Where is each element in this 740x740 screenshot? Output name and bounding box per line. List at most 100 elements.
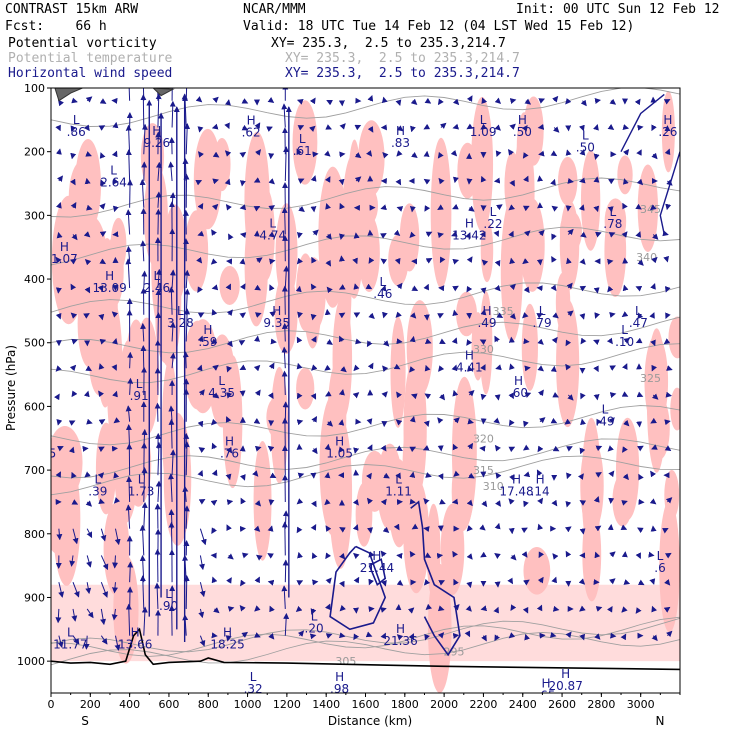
wind-arrow — [565, 500, 572, 508]
wind-arrow — [338, 178, 345, 186]
wind-arrow — [212, 392, 220, 399]
wind-arrow — [254, 445, 262, 452]
wind-arrow — [380, 444, 387, 452]
wind-arrow — [310, 608, 317, 615]
wind-arrow — [112, 121, 119, 129]
wind-arrow — [86, 418, 93, 425]
wind-arrow — [524, 98, 532, 105]
wind-arrow — [565, 149, 572, 156]
wind-arrow — [580, 99, 587, 107]
wind-arrow — [553, 126, 560, 133]
wind-arrow — [409, 471, 416, 478]
wind-arrow — [57, 445, 64, 452]
wind-arrow — [254, 122, 261, 129]
wind-arrow — [565, 97, 572, 105]
speed-extreme-marker: H — [247, 113, 256, 127]
wind-arrow — [453, 578, 459, 586]
speed-extreme-value: 9.35 — [263, 316, 290, 330]
wind-arrow — [493, 606, 499, 614]
wind-arrow — [169, 352, 176, 369]
wind-arrow — [240, 579, 246, 587]
wind-arrow — [86, 204, 93, 211]
wind-arrow — [100, 582, 108, 598]
wind-arrow — [564, 418, 572, 425]
wind-arrow — [538, 417, 546, 424]
wind-arrow — [226, 446, 233, 454]
speed-extreme-marker: L — [609, 205, 616, 219]
wind-arrow — [608, 470, 615, 478]
wind-arrow — [425, 231, 433, 238]
wind-arrow — [395, 99, 402, 107]
wind-arrow — [550, 417, 558, 424]
wind-arrow — [55, 287, 62, 294]
speed-extreme-marker: H — [396, 124, 405, 138]
wind-arrow — [71, 471, 77, 479]
wind-arrow — [226, 392, 233, 399]
wind-arrow — [198, 447, 206, 454]
pv-blob — [471, 96, 494, 232]
speed-extreme-marker: H — [203, 323, 212, 337]
speed-extreme-value: .25 — [37, 446, 56, 460]
wind-arrow — [552, 95, 559, 103]
speed-extreme-marker: L — [94, 473, 101, 487]
wind-arrow — [226, 340, 233, 348]
wind-arrow — [607, 285, 614, 293]
wind-arrow — [367, 94, 374, 102]
pv-blob — [556, 299, 580, 428]
wind-arrow — [352, 499, 359, 506]
x-tick-label: 400 — [119, 698, 140, 711]
wind-arrow — [537, 576, 544, 584]
wind-arrow — [566, 282, 573, 290]
speed-extreme-marker: H — [663, 113, 672, 127]
wind-arrow — [438, 365, 445, 372]
x-tick-label: 1000 — [234, 698, 262, 711]
wind-arrow — [466, 553, 473, 560]
wind-arrow — [396, 125, 404, 132]
wind-arrow — [253, 418, 261, 424]
wind-arrow — [225, 283, 231, 291]
wind-arrow — [381, 580, 387, 587]
wind-arrow — [410, 98, 418, 105]
speed-extreme-marker: H — [465, 348, 474, 362]
wind-arrow — [98, 390, 105, 398]
speed-extreme-value: .47 — [629, 316, 648, 330]
wind-arrow — [113, 497, 121, 504]
wind-arrow — [650, 417, 657, 424]
wind-arrow — [125, 603, 132, 636]
wind-arrow — [338, 335, 345, 343]
wind-arrow — [567, 394, 574, 401]
pv-blob — [355, 482, 373, 547]
wind-arrow — [622, 202, 628, 210]
wind-arrow — [252, 470, 259, 477]
wind-arrow — [593, 496, 600, 503]
wind-arrow — [100, 528, 107, 542]
wind-arrow — [310, 524, 317, 531]
wind-arrow — [567, 228, 574, 236]
wind-arrow — [141, 123, 148, 155]
wind-arrow — [296, 231, 303, 239]
wind-arrow — [494, 284, 501, 292]
wind-arrow — [395, 311, 402, 318]
speed-extreme-value: .22 — [483, 217, 502, 231]
theta-line — [51, 617, 680, 653]
speed-extreme-marker: L — [582, 129, 589, 143]
wind-arrow — [637, 259, 644, 266]
wind-arrow — [552, 445, 560, 452]
wind-arrow — [296, 526, 303, 534]
wind-arrow — [211, 469, 218, 477]
wind-arrow — [70, 312, 78, 319]
wind-arrow — [466, 581, 473, 589]
wind-arrow — [111, 364, 117, 371]
wind-arrow — [139, 524, 146, 556]
wind-arrow — [537, 338, 544, 345]
wind-arrow — [254, 149, 262, 156]
pv-blob — [244, 204, 268, 327]
wind-arrow — [396, 391, 403, 399]
wind-arrow — [355, 338, 362, 345]
wind-arrow — [281, 370, 288, 395]
speed-extreme-value: .73 — [31, 227, 50, 241]
wind-arrow — [86, 528, 93, 539]
wind-arrow — [451, 231, 458, 237]
wind-arrow — [268, 362, 275, 370]
wind-arrow — [382, 365, 389, 372]
